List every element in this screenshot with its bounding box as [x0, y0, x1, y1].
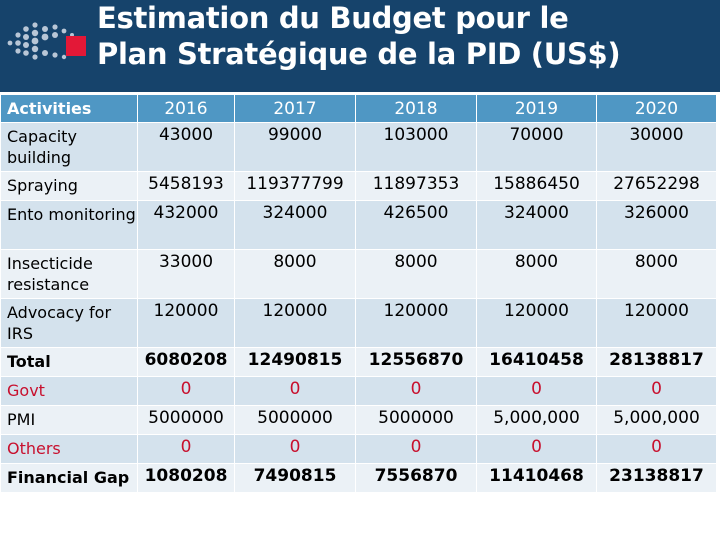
table-cell: 0 [234, 434, 356, 464]
title-line-2: Plan Stratégique de la PID (US$) [97, 37, 621, 71]
row-label: Govt [0, 376, 138, 406]
table-cell: 119377799 [234, 171, 356, 201]
table-cell: 326000 [596, 200, 717, 250]
budget-table: Activities 2016 2017 2018 2019 2020 Capa… [0, 94, 717, 493]
table-cell: 324000 [476, 200, 597, 250]
column-header: Activities [0, 94, 138, 123]
table-row-total: Total 6080208 12490815 12556870 16410458… [0, 347, 717, 377]
table-row: Spraying 5458193 119377799 11897353 1588… [0, 171, 717, 201]
table-cell: 426500 [355, 200, 477, 250]
row-label: Total [0, 347, 138, 377]
table-cell: 0 [137, 434, 235, 464]
table-cell: 8000 [234, 249, 356, 299]
table-cell: 33000 [137, 249, 235, 299]
logo-icon [7, 22, 86, 60]
table-cell: 120000 [137, 298, 235, 348]
title-banner: Estimation du Budget pour le Plan Straté… [0, 0, 720, 92]
table-cell: 6080208 [137, 347, 235, 377]
table-row: PMI 5000000 5000000 5000000 5,000,000 5,… [0, 405, 717, 435]
table-cell: 43000 [137, 122, 235, 172]
table-cell: 8000 [355, 249, 477, 299]
column-header: 2020 [596, 94, 717, 123]
table-cell: 99000 [234, 122, 356, 172]
table-row: Capacity building 43000 99000 103000 700… [0, 122, 717, 172]
table-cell: 23138817 [596, 463, 717, 493]
table-cell: 0 [596, 434, 717, 464]
row-label: Financial Gap [0, 463, 138, 493]
table-cell: 432000 [137, 200, 235, 250]
table-header-row: Activities 2016 2017 2018 2019 2020 [0, 94, 717, 123]
table-row: Insecticide resistance 33000 8000 8000 8… [0, 249, 717, 299]
table-cell: 8000 [476, 249, 597, 299]
column-header: 2016 [137, 94, 235, 123]
table-cell: 11897353 [355, 171, 477, 201]
row-label: Advocacy for IRS [0, 298, 138, 348]
table-cell: 28138817 [596, 347, 717, 377]
row-label: Ento monitoring [0, 200, 138, 250]
table-row: Advocacy for IRS 120000 120000 120000 12… [0, 298, 717, 348]
table-cell: 103000 [355, 122, 477, 172]
table-cell: 5458193 [137, 171, 235, 201]
table-cell: 12556870 [355, 347, 477, 377]
table-cell: 0 [476, 434, 597, 464]
table-row: Govt 0 0 0 0 0 [0, 376, 717, 406]
table-cell: 5,000,000 [476, 405, 597, 435]
page-title: Estimation du Budget pour le Plan Straté… [97, 0, 717, 72]
row-label: Capacity building [0, 122, 138, 172]
table-row: Others 0 0 0 0 0 [0, 434, 717, 464]
table-cell: 12490815 [234, 347, 356, 377]
table-row: Ento monitoring 432000 324000 426500 324… [0, 200, 717, 250]
table-cell: 16410458 [476, 347, 597, 377]
table-cell: 5000000 [137, 405, 235, 435]
table-cell: 15886450 [476, 171, 597, 201]
table-cell: 70000 [476, 122, 597, 172]
table-cell: 120000 [355, 298, 477, 348]
row-label: Insecticide resistance [0, 249, 138, 299]
table-cell: 0 [476, 376, 597, 406]
table-cell: 5,000,000 [596, 405, 717, 435]
table-cell: 1080208 [137, 463, 235, 493]
title-line-1: Estimation du Budget pour le [97, 1, 569, 35]
table-cell: 11410468 [476, 463, 597, 493]
table-cell: 7556870 [355, 463, 477, 493]
table-cell: 120000 [476, 298, 597, 348]
column-header: 2018 [355, 94, 477, 123]
row-label: Others [0, 434, 138, 464]
table-cell: 0 [137, 376, 235, 406]
table-cell: 324000 [234, 200, 356, 250]
table-cell: 5000000 [234, 405, 356, 435]
table-cell: 120000 [234, 298, 356, 348]
row-label: PMI [0, 405, 138, 435]
table-cell: 0 [355, 376, 477, 406]
column-header: 2017 [234, 94, 356, 123]
table-cell: 27652298 [596, 171, 717, 201]
table-cell: 8000 [596, 249, 717, 299]
row-label: Spraying [0, 171, 138, 201]
table-cell: 0 [355, 434, 477, 464]
table-cell: 5000000 [355, 405, 477, 435]
table-cell: 120000 [596, 298, 717, 348]
table-cell: 30000 [596, 122, 717, 172]
table-row-financial-gap: Financial Gap 1080208 7490815 7556870 11… [0, 463, 717, 493]
column-header: 2019 [476, 94, 597, 123]
table-cell: 7490815 [234, 463, 356, 493]
table-cell: 0 [234, 376, 356, 406]
table-cell: 0 [596, 376, 717, 406]
